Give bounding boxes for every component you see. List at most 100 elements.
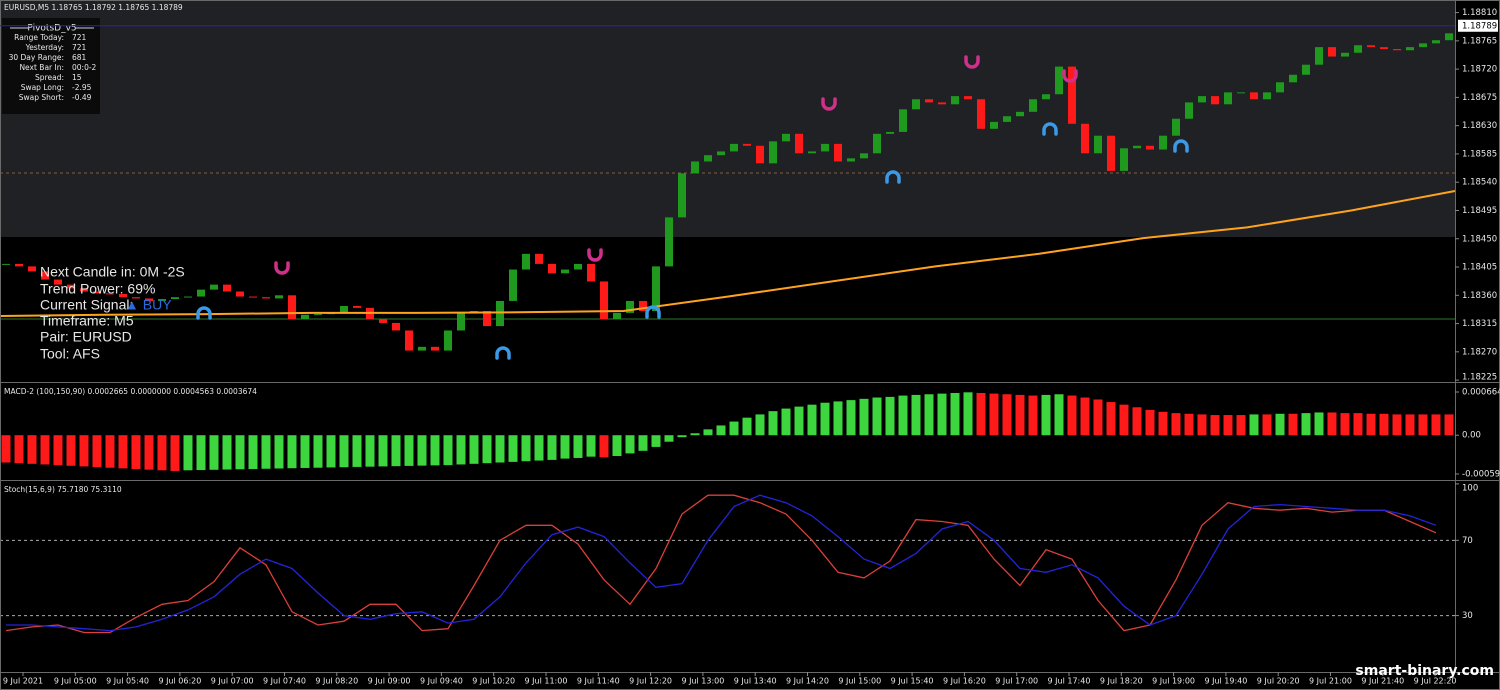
histogram-bar xyxy=(560,435,570,459)
candle xyxy=(132,297,140,299)
candle xyxy=(678,173,686,218)
oscillator-line xyxy=(5,494,1437,634)
histogram-bar xyxy=(1002,394,1012,436)
histogram-bar xyxy=(417,435,427,466)
histogram-bar xyxy=(352,435,362,467)
histogram-bar xyxy=(950,392,960,436)
candle xyxy=(548,263,556,274)
y-tick-label: 100 xyxy=(1462,484,1478,494)
pane-title: EURUSD,M5 1.18765 1.18792 1.18765 1.1878… xyxy=(4,3,183,12)
candle xyxy=(1367,45,1375,48)
histogram-bar xyxy=(976,392,986,436)
histogram-bar xyxy=(469,435,479,464)
histogram-bar xyxy=(300,435,310,468)
info-panel xyxy=(2,18,100,114)
candle xyxy=(613,312,621,320)
pane-title: Stoch(15,6,9) 75.7180 75.3110 xyxy=(4,485,122,494)
histogram-bar xyxy=(274,435,284,469)
histogram-bar xyxy=(794,406,804,436)
candle xyxy=(964,96,972,100)
info-value: 15 xyxy=(72,73,82,82)
candle xyxy=(925,99,933,103)
histogram-bar xyxy=(833,401,843,436)
histogram-bar xyxy=(209,435,219,470)
histogram-bar xyxy=(729,421,739,436)
info-value: 681 xyxy=(72,53,87,62)
histogram-bar xyxy=(482,435,492,464)
histogram-bar xyxy=(1314,412,1324,436)
histogram-bar xyxy=(768,411,778,436)
pane-title: MACD-2 (100,150,90) 0.0002665 0.0000000 … xyxy=(4,387,257,396)
y-tick-label: 1.18450 xyxy=(1462,234,1497,244)
candle xyxy=(1380,47,1388,50)
info-label: 30 Day Range: xyxy=(9,53,64,62)
time-label: 9 Jul 21:40 xyxy=(1361,677,1404,686)
histogram-bar xyxy=(742,417,752,436)
candle xyxy=(990,121,998,129)
info-value: 00:0-2 xyxy=(72,63,97,72)
histogram-bar xyxy=(937,393,947,436)
candle xyxy=(1419,43,1427,48)
histogram-bar xyxy=(430,435,440,466)
histogram-bar xyxy=(365,435,375,467)
candle xyxy=(67,284,75,289)
histogram-bar xyxy=(339,435,349,468)
buy-icon xyxy=(196,306,212,320)
time-label: 9 Jul 17:40 xyxy=(1048,677,1091,686)
buy-icon xyxy=(1173,139,1189,153)
histogram-bar xyxy=(859,398,869,436)
candle xyxy=(808,151,816,154)
histogram-bar xyxy=(1028,395,1038,436)
signal-line: Tool: AFS xyxy=(40,346,100,362)
candle xyxy=(1302,64,1310,75)
candle xyxy=(535,253,543,264)
candle xyxy=(301,314,309,320)
histogram-bar xyxy=(1262,414,1272,436)
y-tick-label: 1.18630 xyxy=(1462,121,1497,131)
histogram-bar xyxy=(131,435,141,470)
histogram-bar xyxy=(1080,397,1090,436)
candle xyxy=(106,293,114,295)
candle xyxy=(1185,102,1193,119)
histogram-bar xyxy=(79,435,89,467)
candle xyxy=(210,284,218,290)
candle xyxy=(704,155,712,162)
sell-icon xyxy=(274,261,290,275)
histogram-bar xyxy=(1405,414,1415,436)
histogram-bar xyxy=(1145,409,1155,436)
candle xyxy=(80,288,88,292)
histogram-bar xyxy=(235,435,245,470)
candle xyxy=(41,271,49,280)
candle xyxy=(54,279,62,285)
histogram-bar xyxy=(807,404,817,436)
candle xyxy=(405,330,413,351)
candle xyxy=(197,289,205,297)
candle xyxy=(262,297,270,299)
histogram-bar xyxy=(1119,404,1129,436)
candle xyxy=(587,263,595,282)
y-tick-label: 0.00 xyxy=(1462,431,1481,441)
time-label: 9 Jul 15:40 xyxy=(891,677,934,686)
histogram-bar xyxy=(40,435,50,465)
signal-value: ▲ BUY xyxy=(125,297,172,313)
candle xyxy=(1198,96,1206,103)
y-tick-label: 1.18540 xyxy=(1462,178,1497,188)
info-value: -0.49 xyxy=(72,93,92,102)
candle xyxy=(730,143,738,152)
histogram-bar xyxy=(963,392,973,436)
candle xyxy=(1159,135,1167,150)
info-title: PivotsD_v5 xyxy=(27,24,76,34)
histogram-bar xyxy=(1132,407,1142,436)
histogram-bar xyxy=(599,435,609,458)
histogram-bar xyxy=(1223,415,1233,436)
buy-icon xyxy=(645,305,661,319)
histogram-bar xyxy=(222,435,232,470)
histogram-bar xyxy=(183,435,193,471)
candle xyxy=(522,253,530,270)
histogram-bar xyxy=(885,396,895,436)
candle xyxy=(496,300,504,327)
candle xyxy=(574,263,582,270)
candle xyxy=(899,109,907,132)
histogram-bar xyxy=(1288,413,1298,436)
candle xyxy=(379,319,387,323)
